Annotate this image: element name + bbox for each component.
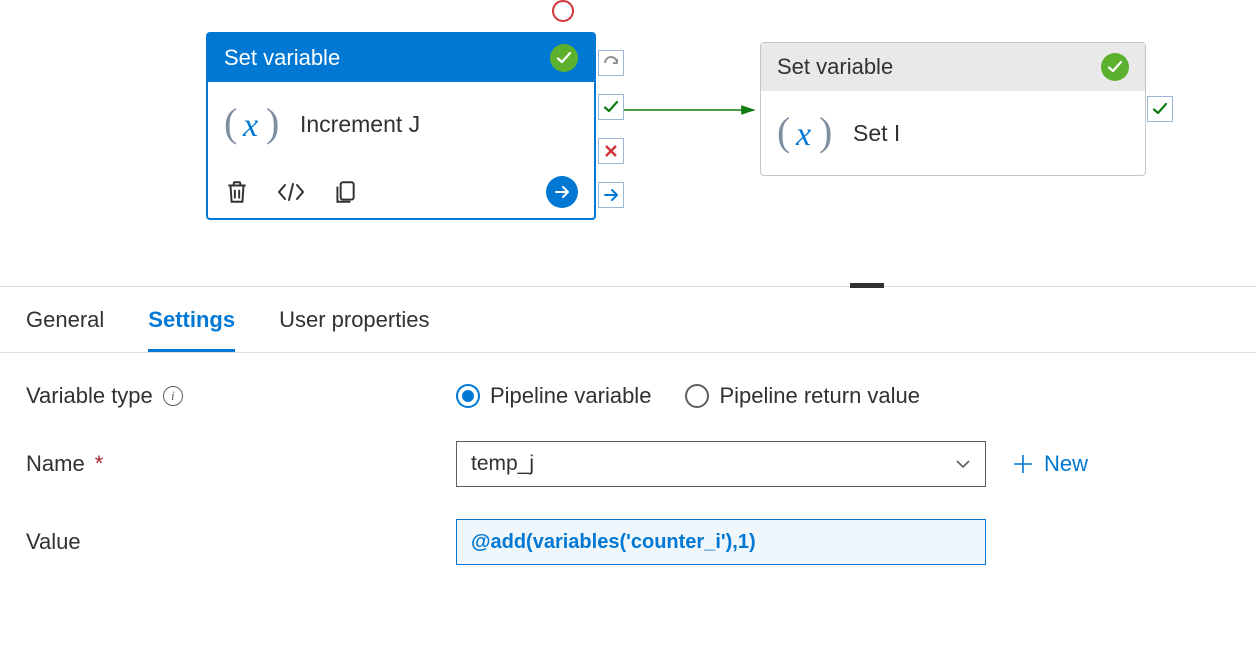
- port-skip-icon[interactable]: [598, 50, 624, 76]
- properties-panel: General Settings User properties Variabl…: [0, 286, 1256, 627]
- success-status-icon: [550, 44, 578, 72]
- port-completion-icon[interactable]: [598, 182, 624, 208]
- activity-node-increment-j[interactable]: Set variable ( x ) Increment J: [206, 32, 596, 220]
- radio-label: Pipeline return value: [719, 383, 920, 409]
- required-asterisk: *: [95, 451, 104, 477]
- variable-icon: ( x ): [777, 111, 835, 155]
- new-label: New: [1044, 451, 1088, 477]
- tab-general[interactable]: General: [26, 307, 104, 352]
- activity-name-label: Set I: [853, 120, 900, 147]
- variable-icon: ( x ): [224, 102, 282, 146]
- row-variable-type: Variable type i Pipeline variable Pipeli…: [26, 383, 1230, 409]
- delete-icon[interactable]: [224, 179, 250, 205]
- node-toolbar: [208, 166, 594, 218]
- radio-unchecked-icon: [685, 384, 709, 408]
- radio-checked-icon: [456, 384, 480, 408]
- plus-icon: [1012, 453, 1034, 475]
- svg-text:(: (: [224, 102, 237, 145]
- value-expression-text: @add(variables('counter_i'),1): [471, 531, 756, 554]
- panel-tabs: General Settings User properties: [0, 287, 1256, 353]
- copy-icon[interactable]: [332, 179, 358, 205]
- tab-settings[interactable]: Settings: [148, 307, 235, 352]
- name-select[interactable]: temp_j: [456, 441, 986, 487]
- node-header[interactable]: Set variable: [208, 34, 594, 82]
- activity-node-set-i[interactable]: Set variable ( x ) Set I: [760, 42, 1146, 176]
- run-arrow-icon[interactable]: [546, 176, 578, 208]
- radio-label: Pipeline variable: [490, 383, 651, 409]
- name-label: Name: [26, 451, 85, 477]
- node-body: ( x ) Set I: [761, 91, 1145, 175]
- info-icon[interactable]: i: [163, 386, 183, 406]
- name-select-value: temp_j: [471, 452, 534, 476]
- node-type-label: Set variable: [224, 45, 340, 71]
- settings-form: Variable type i Pipeline variable Pipeli…: [0, 353, 1256, 627]
- row-value: Value @add(variables('counter_i'),1): [26, 519, 1230, 565]
- new-variable-button[interactable]: New: [1012, 451, 1088, 477]
- tab-user-properties[interactable]: User properties: [279, 307, 429, 352]
- port-success-icon[interactable]: [1147, 96, 1173, 122]
- success-status-icon: [1101, 53, 1129, 81]
- row-name: Name * temp_j New: [26, 441, 1230, 487]
- port-failure-icon[interactable]: [598, 138, 624, 164]
- validation-error-icon: [552, 0, 574, 22]
- node-body: ( x ) Increment J: [208, 82, 594, 166]
- svg-text:): ): [266, 102, 279, 145]
- chevron-down-icon: [955, 456, 971, 472]
- edge-success: [624, 100, 764, 120]
- node-header[interactable]: Set variable: [761, 43, 1145, 91]
- radio-pipeline-return-value[interactable]: Pipeline return value: [685, 383, 920, 409]
- pipeline-canvas[interactable]: Set variable ( x ) Increment J: [0, 0, 1256, 286]
- node1-output-ports: [598, 50, 624, 208]
- variable-type-label: Variable type: [26, 383, 153, 409]
- svg-text:x: x: [242, 107, 258, 144]
- svg-text:): ): [819, 111, 832, 154]
- variable-type-radio-group: Pipeline variable Pipeline return value: [456, 383, 920, 409]
- node-type-label: Set variable: [777, 54, 893, 80]
- panel-drag-handle[interactable]: [850, 283, 884, 288]
- activity-name-label: Increment J: [300, 111, 420, 138]
- svg-text:x: x: [795, 116, 811, 153]
- radio-pipeline-variable[interactable]: Pipeline variable: [456, 383, 651, 409]
- value-expression-input[interactable]: @add(variables('counter_i'),1): [456, 519, 986, 565]
- svg-text:(: (: [777, 111, 790, 154]
- code-icon[interactable]: [276, 179, 306, 205]
- port-success-icon[interactable]: [598, 94, 624, 120]
- value-label: Value: [26, 529, 81, 555]
